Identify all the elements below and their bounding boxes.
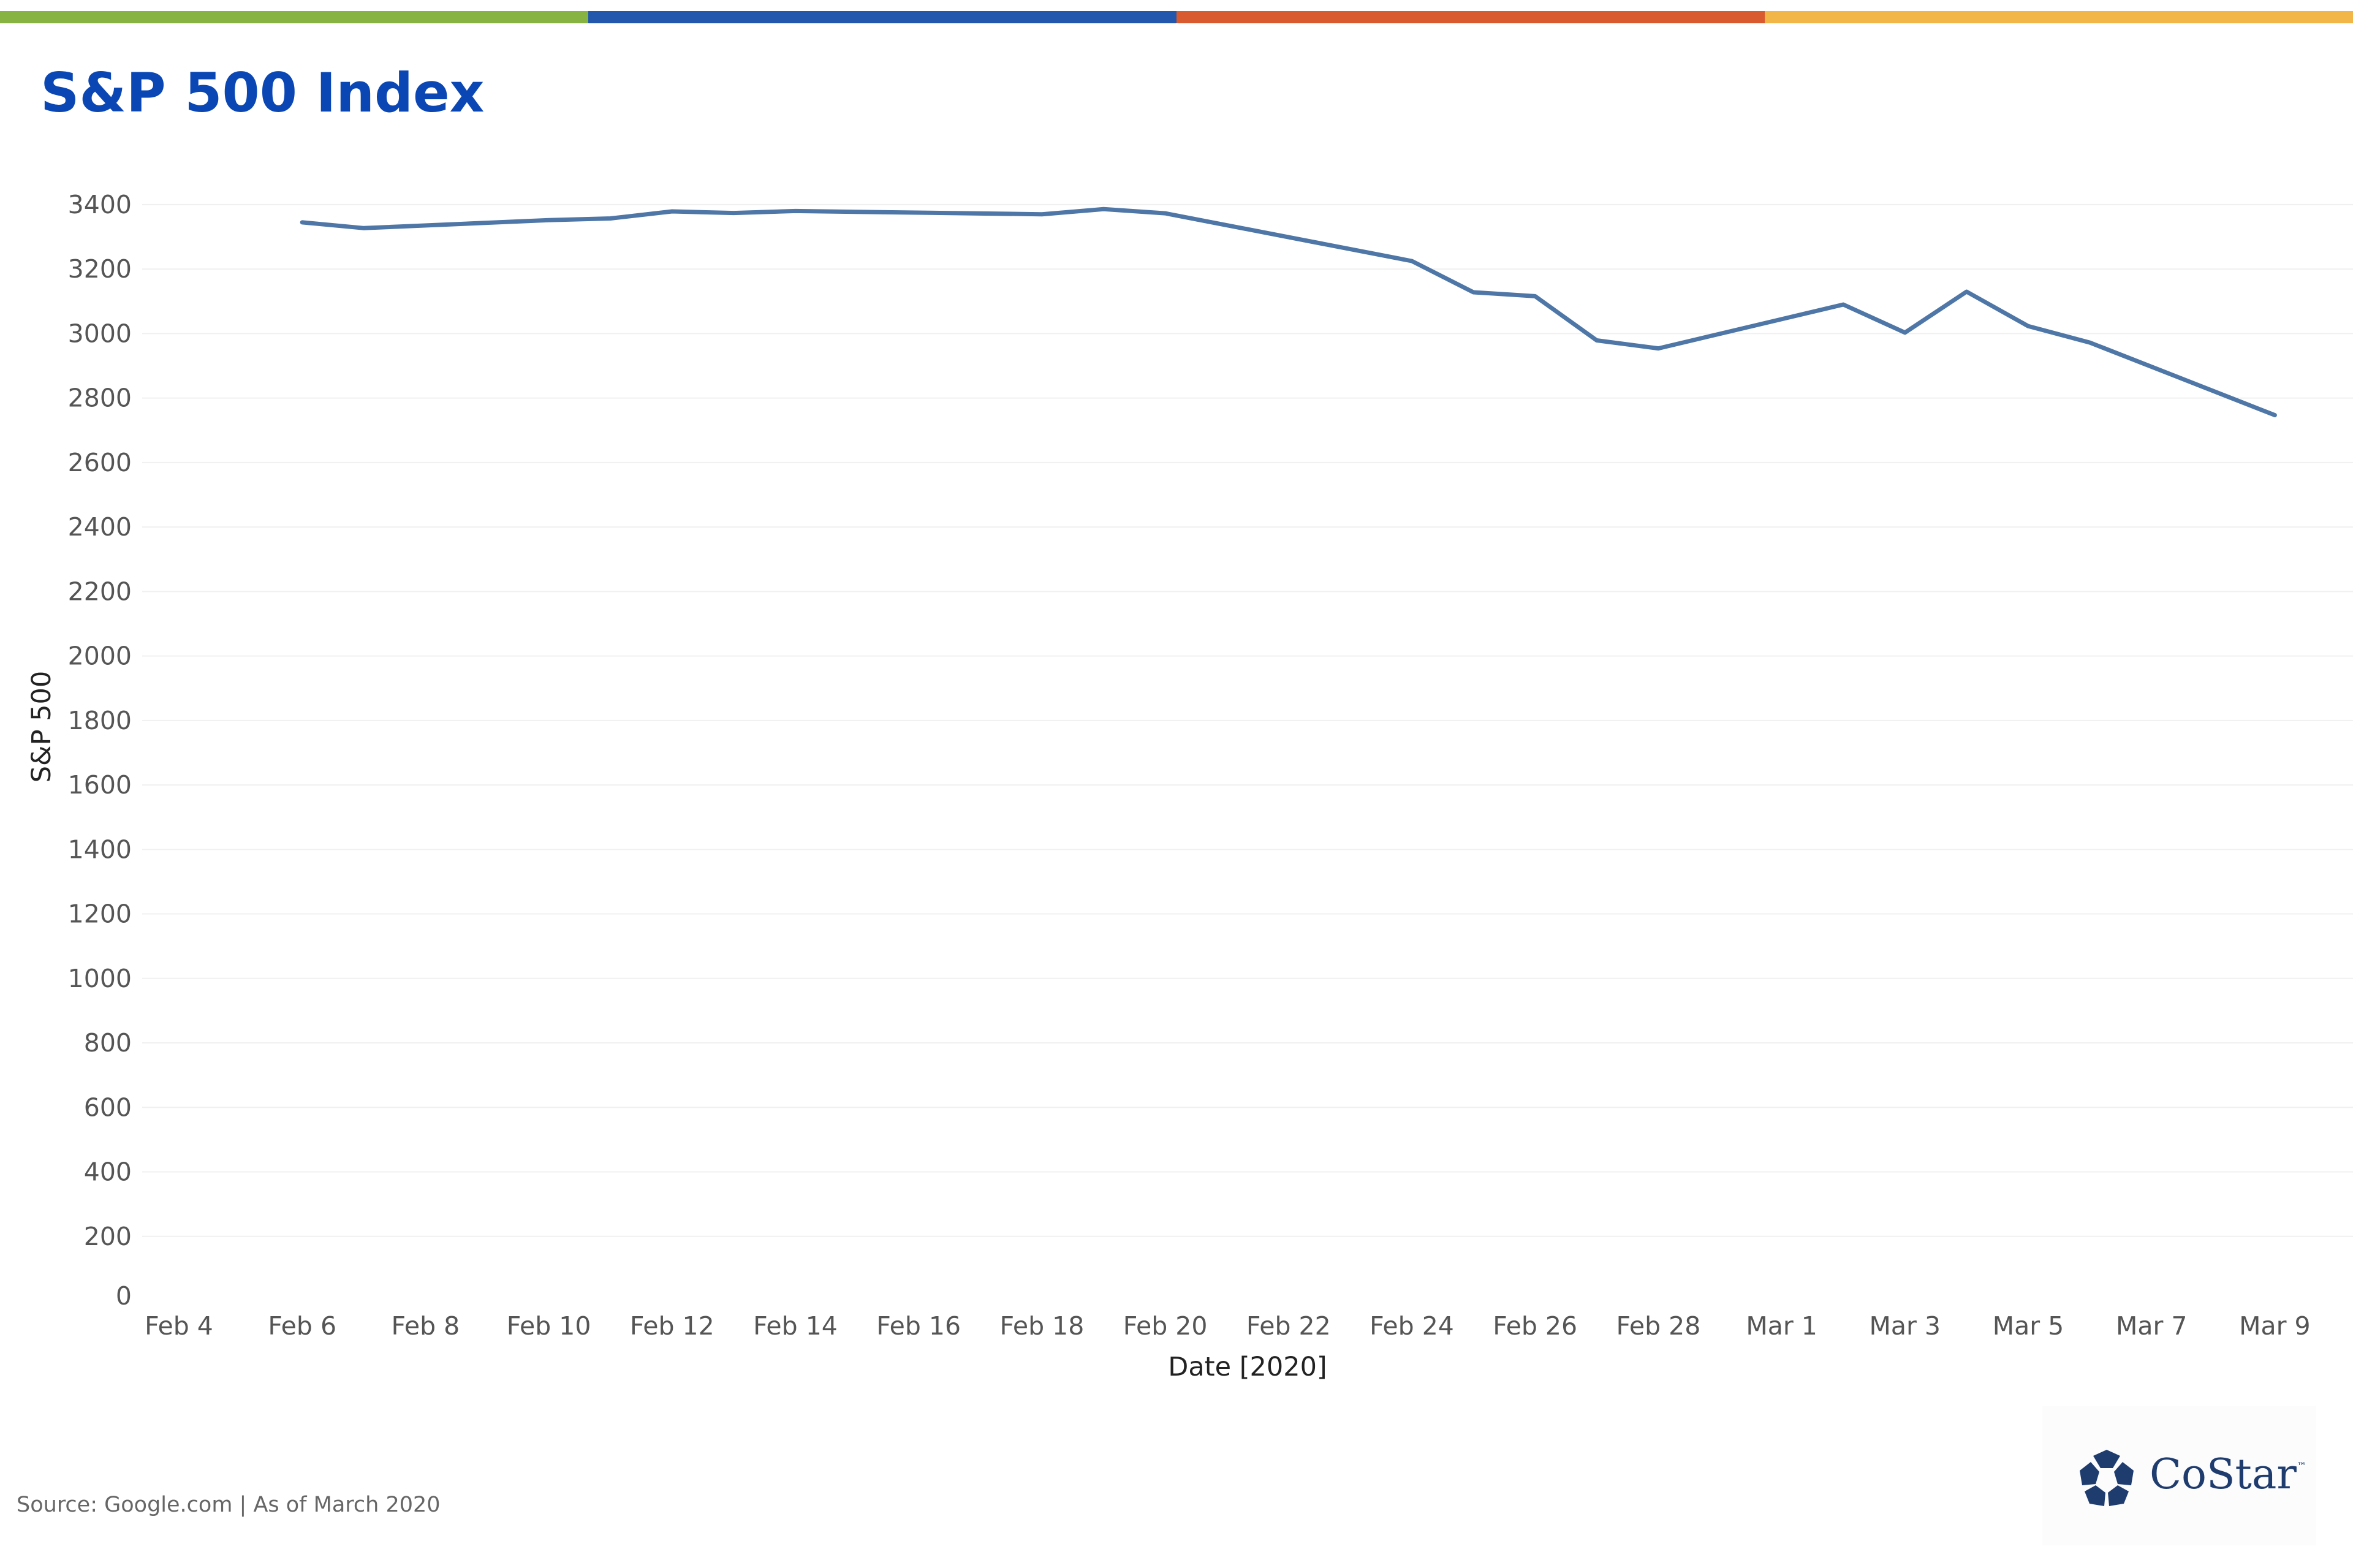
y-tick-label: 3200 — [68, 254, 132, 284]
y-tick-label: 1800 — [68, 706, 132, 735]
x-tick-label: Feb 14 — [753, 1311, 838, 1341]
data-point — [2273, 414, 2276, 417]
y-tick-label: 600 — [84, 1093, 132, 1122]
data-point — [1965, 290, 1968, 293]
x-tick-label: Feb 12 — [630, 1311, 714, 1341]
x-tick-label: Mar 1 — [1746, 1311, 1817, 1341]
color-bar-blue — [588, 11, 1176, 23]
data-point — [1595, 339, 1598, 342]
y-tick-label: 2400 — [68, 512, 132, 542]
y-tick-label: 2800 — [68, 384, 132, 413]
data-point — [732, 211, 735, 214]
y-tick-label: 2000 — [68, 642, 132, 671]
x-axis-label: Date [2020] — [1168, 1352, 1327, 1382]
data-point — [547, 219, 550, 222]
data-point — [1164, 212, 1167, 215]
x-tick-label: Feb 10 — [507, 1311, 591, 1341]
x-tick-label: Mar 7 — [2116, 1311, 2187, 1341]
y-tick-label: 1400 — [68, 835, 132, 864]
y-tick-label: 1600 — [68, 770, 132, 800]
y-tick-label: 3400 — [68, 190, 132, 219]
data-point — [1534, 295, 1537, 298]
x-tick-label: Feb 4 — [145, 1311, 213, 1341]
data-point — [2027, 325, 2029, 328]
series-line — [300, 206, 2277, 417]
data-point — [1903, 331, 1906, 334]
data-point — [1040, 213, 1044, 216]
trademark-symbol: ™ — [2296, 1460, 2306, 1472]
data-point — [670, 210, 673, 213]
x-tick-label: Feb 8 — [392, 1311, 460, 1341]
y-axis-label: S&P 500 — [26, 671, 57, 783]
x-axis-ticks: Feb 4 Feb 6 Feb 8 Feb 10 Feb 12 Feb 14 Feb 16 F… — [145, 1311, 2311, 1341]
gridlines — [142, 203, 2353, 1237]
x-tick-label: Feb 6 — [268, 1311, 336, 1341]
y-tick-label: 0 — [116, 1281, 132, 1311]
x-tick-label: Mar 9 — [2239, 1311, 2310, 1341]
data-point — [1842, 303, 1845, 306]
costar-logo: CoStar™ — [2042, 1406, 2316, 1545]
y-axis-ticks: 0 200 400 600 800 1000 1200 1400 1600 1800 2000 220… — [68, 190, 132, 1311]
data-point — [2088, 341, 2091, 344]
x-tick-label: Feb 18 — [1000, 1311, 1085, 1341]
y-tick-label: 400 — [84, 1157, 132, 1187]
source-note: Source: Google.com | As of March 2020 — [17, 1493, 441, 1517]
data-point — [362, 227, 365, 230]
x-tick-label: Feb 16 — [876, 1311, 961, 1341]
color-bar — [0, 11, 2353, 23]
costar-wordmark: CoStar™ — [2150, 1448, 2306, 1502]
y-tick-label: 200 — [84, 1222, 132, 1251]
data-point — [1657, 347, 1660, 350]
data-point — [1102, 208, 1105, 211]
chart-title: S&P 500 Index — [40, 61, 485, 124]
x-tick-label: Feb 26 — [1493, 1311, 1577, 1341]
color-bar-orange — [1176, 11, 1765, 23]
data-point — [1411, 260, 1413, 263]
data-point — [794, 210, 797, 213]
x-tick-label: Feb 20 — [1123, 1311, 1208, 1341]
y-tick-label: 800 — [84, 1028, 132, 1058]
x-tick-label: Mar 5 — [1993, 1311, 2064, 1341]
color-bar-green — [0, 11, 588, 23]
x-tick-label: Feb 24 — [1370, 1311, 1454, 1341]
data-point — [301, 221, 304, 224]
x-tick-label: Feb 28 — [1616, 1311, 1701, 1341]
x-tick-label: Mar 3 — [1870, 1311, 1941, 1341]
color-bar-yellow — [1765, 11, 2353, 23]
y-tick-label: 2600 — [68, 448, 132, 477]
y-tick-label: 2200 — [68, 577, 132, 606]
y-tick-label: 3000 — [68, 319, 132, 348]
costar-star-icon — [2080, 1450, 2134, 1506]
costar-wordmark-text: CoStar — [2150, 1450, 2297, 1499]
y-tick-label: 1200 — [68, 900, 132, 929]
series-lines — [300, 206, 2277, 417]
y-tick-label: 1000 — [68, 964, 132, 993]
data-point — [1472, 291, 1475, 294]
x-tick-label: Feb 22 — [1246, 1311, 1331, 1341]
data-point — [609, 217, 612, 220]
